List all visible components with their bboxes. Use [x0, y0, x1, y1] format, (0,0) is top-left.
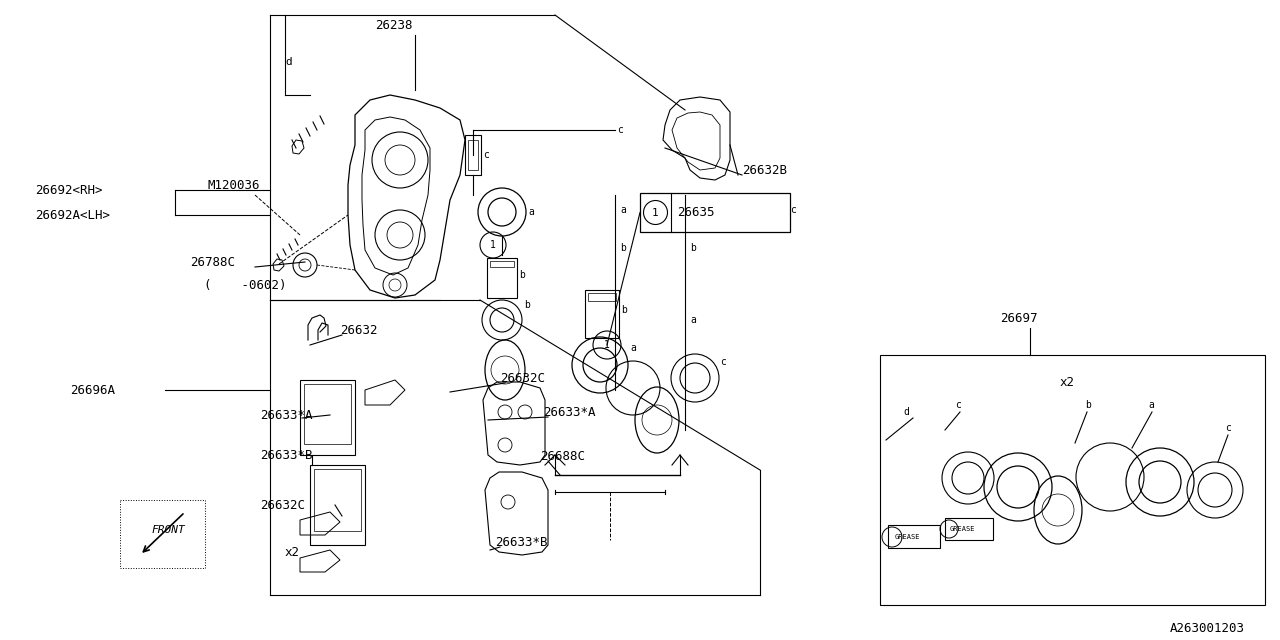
- Text: c: c: [790, 205, 796, 215]
- Text: A263001203: A263001203: [1170, 621, 1245, 634]
- Text: 1: 1: [652, 207, 659, 218]
- Bar: [585, 290, 620, 338]
- Text: b: b: [621, 305, 627, 315]
- Bar: [314, 469, 361, 531]
- Text: 26238: 26238: [375, 19, 412, 31]
- Text: x2: x2: [1060, 376, 1075, 388]
- Text: 1: 1: [490, 240, 495, 250]
- Text: a: a: [529, 207, 534, 217]
- Text: b: b: [1085, 400, 1091, 410]
- Bar: [588, 293, 616, 301]
- Text: a: a: [630, 343, 636, 353]
- Text: 26633*B: 26633*B: [495, 536, 548, 548]
- Text: x2: x2: [285, 545, 300, 559]
- Text: (    -0602): ( -0602): [204, 278, 287, 291]
- Bar: [310, 465, 365, 545]
- Text: b: b: [690, 243, 696, 253]
- Text: 26692A<LH>: 26692A<LH>: [35, 209, 110, 221]
- Text: 26696A: 26696A: [70, 383, 115, 397]
- Text: 26632B: 26632B: [742, 163, 787, 177]
- Text: c: c: [483, 150, 489, 160]
- Text: 26632: 26632: [340, 323, 378, 337]
- Bar: [468, 140, 477, 170]
- Text: 26633*A: 26633*A: [260, 408, 312, 422]
- Text: c: c: [721, 357, 726, 367]
- Text: b: b: [518, 270, 525, 280]
- Text: a: a: [620, 205, 626, 215]
- Bar: [465, 135, 481, 175]
- Text: 1: 1: [604, 340, 611, 350]
- Text: GREASE: GREASE: [895, 534, 920, 540]
- Text: b: b: [620, 243, 626, 253]
- Bar: [490, 261, 515, 267]
- Bar: [305, 384, 351, 444]
- Text: 26632C: 26632C: [260, 499, 305, 511]
- Text: c: c: [955, 400, 961, 410]
- Text: 26697: 26697: [1000, 312, 1038, 324]
- Text: 26633*A: 26633*A: [543, 406, 595, 419]
- Bar: [888, 525, 940, 548]
- Text: a: a: [1148, 400, 1153, 410]
- Bar: [945, 518, 993, 540]
- Bar: [881, 355, 1265, 605]
- Bar: [640, 193, 790, 232]
- Text: d: d: [902, 407, 909, 417]
- Text: 26633*B: 26633*B: [260, 449, 312, 461]
- Text: GREASE: GREASE: [950, 526, 975, 532]
- Text: b: b: [524, 300, 530, 310]
- Bar: [300, 380, 355, 455]
- Text: 26692<RH>: 26692<RH>: [35, 184, 102, 196]
- Bar: [486, 258, 517, 298]
- Text: 26635: 26635: [677, 206, 714, 219]
- Text: d: d: [285, 57, 292, 67]
- Text: M120036: M120036: [207, 179, 260, 191]
- Text: c: c: [617, 125, 623, 135]
- Text: c: c: [1225, 423, 1231, 433]
- Text: 26688C: 26688C: [540, 449, 585, 463]
- Text: a: a: [690, 315, 696, 325]
- Text: 26788C: 26788C: [189, 255, 236, 269]
- Text: 26632C: 26632C: [500, 371, 545, 385]
- Text: FRONT: FRONT: [151, 525, 184, 535]
